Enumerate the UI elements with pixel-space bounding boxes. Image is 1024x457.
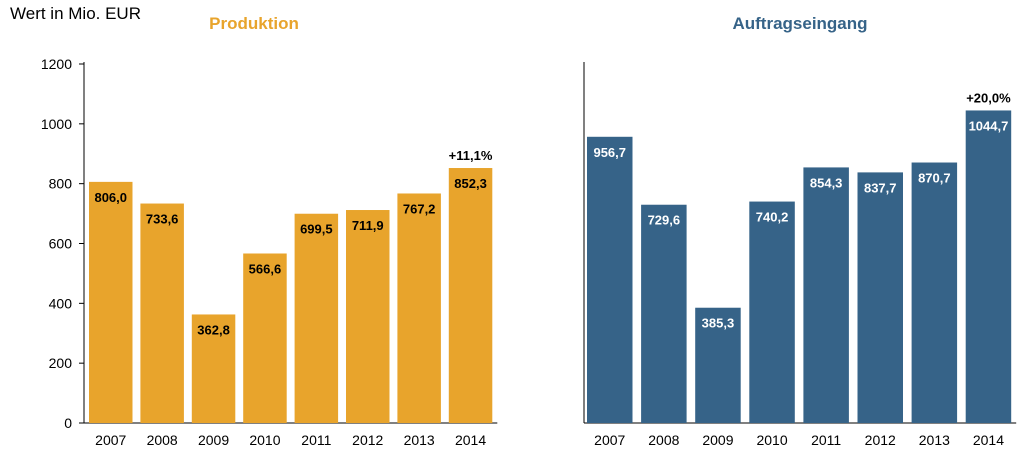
data-label: 740,2 <box>756 210 789 225</box>
data-label: 767,2 <box>403 201 436 216</box>
bar <box>857 172 903 423</box>
x-tick-label: 2013 <box>919 432 950 448</box>
x-tick-label: 2014 <box>455 432 486 448</box>
x-tick-label: 2009 <box>702 432 733 448</box>
bar <box>191 314 236 423</box>
bar <box>587 136 633 424</box>
y-tick-label: 1000 <box>41 116 72 132</box>
bar <box>397 193 441 423</box>
x-tick-label: 2008 <box>147 432 178 448</box>
x-tick-label: 2012 <box>352 432 383 448</box>
data-label: 385,3 <box>702 316 735 331</box>
chart-title-produktion: Produktion <box>209 14 299 33</box>
data-label: 854,3 <box>810 175 843 190</box>
x-tick-label: 2012 <box>865 432 896 448</box>
x-tick-label: 2007 <box>95 432 126 448</box>
data-label: 711,9 <box>352 218 384 233</box>
y-tick-label: 600 <box>49 236 73 252</box>
bar <box>749 201 795 423</box>
data-label: 733,6 <box>146 212 179 227</box>
growth-annotation: +11,1% <box>449 148 493 163</box>
data-label: 870,7 <box>918 171 951 186</box>
bar <box>695 307 741 423</box>
bar <box>803 167 849 423</box>
data-label: 837,7 <box>864 180 897 195</box>
y-tick-label: 400 <box>49 295 73 311</box>
x-tick-label: 2011 <box>301 432 331 448</box>
bar <box>965 110 1012 424</box>
bar <box>294 213 339 423</box>
x-tick-label: 2011 <box>811 432 841 448</box>
x-tick-label: 2014 <box>973 432 1004 448</box>
data-label: 1044,7 <box>969 118 1009 133</box>
data-label: 852,3 <box>454 176 487 191</box>
x-tick-label: 2010 <box>249 432 280 448</box>
bar <box>448 168 493 423</box>
bar <box>911 162 958 424</box>
chart-title-auftragseingang: Auftragseingang <box>732 14 867 33</box>
bar <box>140 203 184 423</box>
y-tick-label: 1200 <box>41 56 72 72</box>
bar <box>89 181 133 423</box>
chart-panel-produktion: 0 200 400 600 800 1000 1200 806,0 2007 733,6 2008 3… <box>41 56 498 448</box>
y-tick-label: 0 <box>64 415 72 431</box>
bar <box>346 210 390 423</box>
data-label: 956,7 <box>593 145 626 160</box>
x-tick-label: 2008 <box>648 432 679 448</box>
y-tick-label: 800 <box>49 176 73 192</box>
x-tick-label: 2007 <box>594 432 625 448</box>
unit-label: Wert in Mio. EUR <box>10 4 141 23</box>
data-label: 566,6 <box>249 261 282 276</box>
x-tick-label: 2013 <box>404 432 435 448</box>
chart-panel-auftragseingang: 956,7 2007 729,6 2008 385,3 2009 740,2 2010 854,… <box>583 62 1017 448</box>
y-tick-label: 200 <box>49 355 73 371</box>
bar <box>243 253 287 423</box>
bar <box>641 204 687 423</box>
data-label: 729,6 <box>648 213 681 228</box>
x-tick-label: 2010 <box>756 432 787 448</box>
growth-annotation: +20,0% <box>966 90 1011 105</box>
x-tick-label: 2009 <box>198 432 229 448</box>
data-label: 362,8 <box>197 322 230 337</box>
data-label: 806,0 <box>94 190 127 205</box>
data-label: 699,5 <box>300 222 333 237</box>
